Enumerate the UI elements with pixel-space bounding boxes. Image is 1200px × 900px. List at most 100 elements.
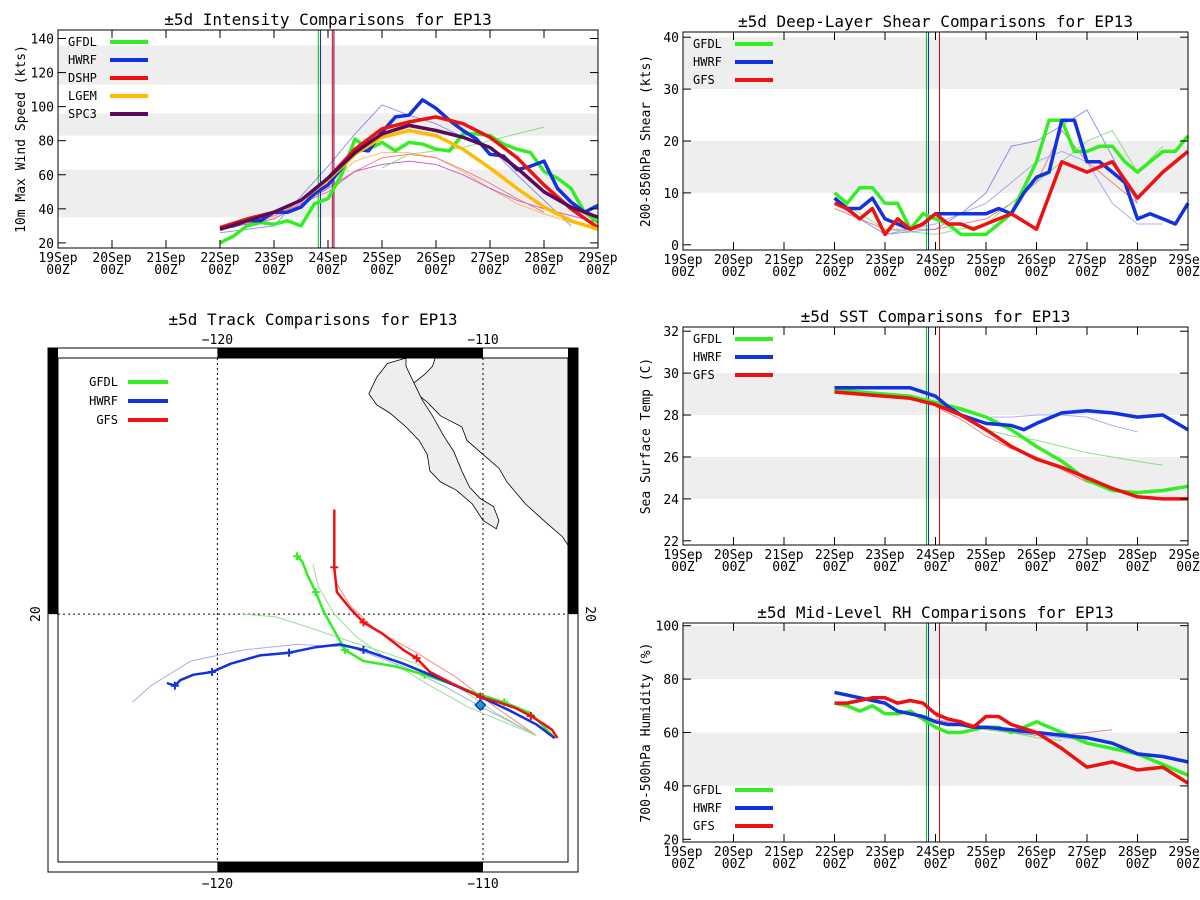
x-tick-label: 00Z: [1176, 560, 1200, 575]
x-tick-label: 00Z: [671, 265, 695, 280]
x-tick-label: 21Sep: [764, 845, 803, 860]
x-tick-label: 27Sep: [1067, 845, 1106, 860]
longitude-label: −120: [202, 877, 233, 892]
y-tick-label: 80: [38, 135, 54, 150]
storm-position-icon: [474, 698, 487, 712]
x-tick-label: 23Sep: [865, 548, 904, 563]
x-tick-label: 26Sep: [1017, 548, 1056, 563]
x-tick-label: 00Z: [100, 263, 124, 278]
longitude-label: −120: [202, 333, 233, 348]
y-tick-label: 24: [663, 493, 679, 508]
chart-title: ±5d Deep-Layer Shear Comparisons for EP1…: [738, 12, 1133, 31]
x-tick-label: 00Z: [924, 265, 948, 280]
y-tick-label: 100: [656, 620, 679, 635]
guidance-line: [884, 150, 1163, 235]
x-tick-label: 27Sep: [1067, 253, 1106, 268]
y-axis-label: 200-850hPa Shear (kts): [639, 55, 654, 227]
y-axis-label: Sea Surface Temp (C): [639, 358, 654, 515]
x-tick-label: 00Z: [823, 857, 847, 872]
x-tick-label: 25Sep: [966, 548, 1005, 563]
guidance-track: [132, 643, 537, 736]
y-tick-label: 26: [663, 451, 679, 466]
x-tick-label: 20Sep: [714, 845, 753, 860]
x-tick-label: 28Sep: [524, 251, 563, 266]
legend-label: GFS: [693, 368, 715, 382]
x-tick-label: 29Sep: [578, 251, 617, 266]
map-border-bar: [217, 862, 483, 872]
x-tick-label: 00Z: [823, 560, 847, 575]
x-tick-label: 00Z: [1075, 857, 1099, 872]
baja-california: [368, 357, 500, 530]
x-tick-label: 23Sep: [865, 845, 904, 860]
x-tick-label: 00Z: [1176, 857, 1200, 872]
x-tick-label: 00Z: [772, 265, 796, 280]
x-tick-label: 24Sep: [916, 253, 955, 268]
x-tick-label: 00Z: [924, 560, 948, 575]
y-tick-label: 100: [31, 101, 54, 116]
x-tick-label: 24Sep: [308, 251, 347, 266]
legend-label: GFDL: [693, 783, 722, 797]
x-tick-label: 22Sep: [815, 845, 854, 860]
x-tick-label: 00Z: [532, 263, 556, 278]
legend-label: GFS: [96, 413, 118, 427]
legend-label: HWRF: [693, 350, 722, 364]
legend-label: GFS: [693, 73, 715, 87]
x-tick-label: 00Z: [1176, 265, 1200, 280]
x-tick-label: 00Z: [772, 560, 796, 575]
latitude-label: 20: [29, 606, 44, 622]
x-tick-label: 27Sep: [1067, 548, 1106, 563]
series-line-gfdl: [219, 132, 600, 245]
y-tick-label: 40: [663, 31, 679, 46]
series-line-hwrf: [834, 690, 1189, 764]
x-tick-label: 23Sep: [865, 253, 904, 268]
map-border-bar: [568, 348, 578, 615]
series-line-gfs: [834, 390, 1188, 501]
y-tick-label: 28: [663, 409, 679, 424]
x-tick-label: 00Z: [478, 263, 502, 278]
x-tick-label: 29Sep: [1168, 253, 1200, 268]
y-axis-label: 10m Max Wind Speed (kts): [14, 45, 29, 233]
grey-band: [683, 373, 1188, 416]
x-tick-label: 00Z: [974, 560, 998, 575]
legend-label: HWRF: [89, 394, 118, 408]
x-tick-label: 00Z: [1025, 560, 1049, 575]
x-tick-label: 00Z: [823, 265, 847, 280]
chart-title: ±5d Track Comparisons for EP13: [169, 310, 458, 329]
legend-label: HWRF: [68, 53, 97, 67]
x-tick-label: 21Sep: [764, 548, 803, 563]
x-tick-label: 00Z: [1025, 265, 1049, 280]
x-tick-label: 00Z: [1025, 857, 1049, 872]
x-tick-label: 00Z: [1126, 560, 1150, 575]
x-tick-label: 25Sep: [966, 253, 1005, 268]
x-tick-label: 00Z: [424, 263, 448, 278]
x-tick-label: 00Z: [208, 263, 232, 278]
mainland-mexico: [413, 357, 569, 547]
x-tick-label: 19Sep: [663, 845, 702, 860]
series-line-spc3: [219, 123, 599, 231]
x-tick-label: 24Sep: [916, 845, 955, 860]
x-tick-label: 00Z: [1126, 857, 1150, 872]
y-tick-label: 40: [663, 780, 679, 795]
x-tick-label: 25Sep: [362, 251, 401, 266]
x-tick-label: 00Z: [154, 263, 178, 278]
grey-band: [683, 625, 1188, 680]
x-tick-label: 00Z: [924, 857, 948, 872]
x-tick-label: 00Z: [370, 263, 394, 278]
x-tick-label: 00Z: [974, 857, 998, 872]
x-tick-label: 28Sep: [1118, 845, 1157, 860]
y-tick-label: 30: [663, 367, 679, 382]
x-tick-label: 00Z: [722, 265, 746, 280]
series-line-hwrf: [219, 98, 599, 230]
chart-title: ±5d Mid-Level RH Comparisons for EP13: [757, 603, 1113, 622]
y-tick-label: 10: [663, 187, 679, 202]
y-tick-label: 0: [671, 239, 679, 254]
x-tick-label: 19Sep: [663, 253, 702, 268]
x-tick-label: 00Z: [46, 263, 70, 278]
grey-band: [683, 732, 1188, 786]
series-line-gfs: [834, 696, 1189, 785]
legend-label: GFDL: [693, 332, 722, 346]
x-tick-label: 19Sep: [38, 251, 77, 266]
chart-title: ±5d SST Comparisons for EP13: [801, 307, 1071, 326]
x-tick-label: 00Z: [722, 560, 746, 575]
x-tick-label: 28Sep: [1118, 253, 1157, 268]
